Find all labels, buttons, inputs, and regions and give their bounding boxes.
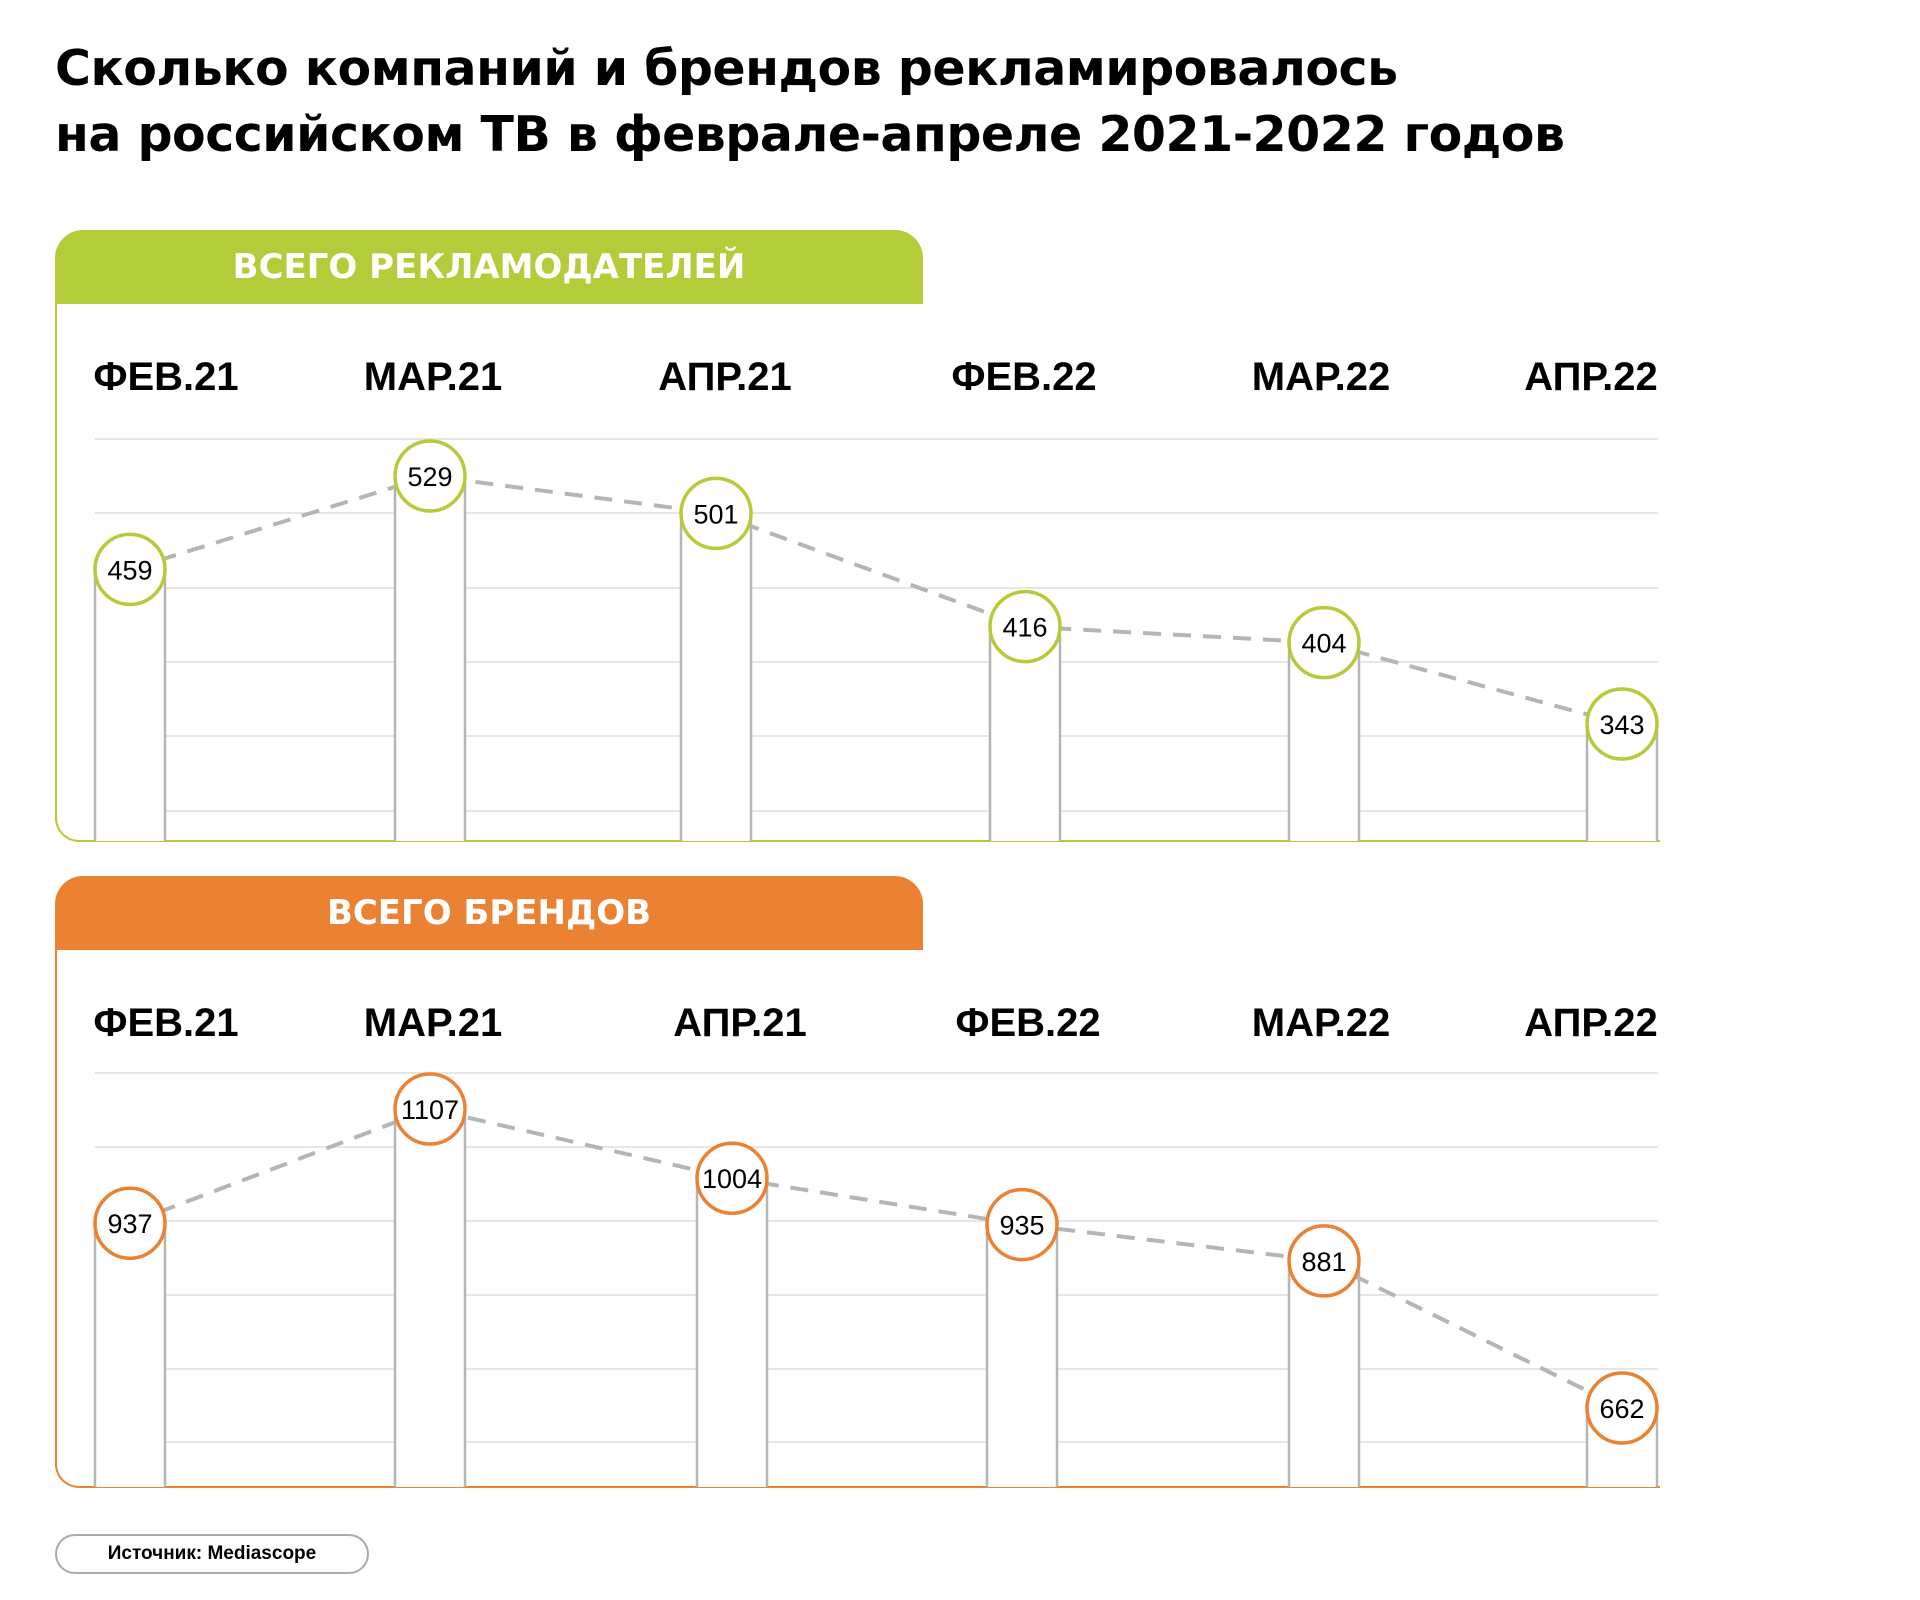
month-label: ФЕВ.22 [951,355,1096,399]
advertisers-header: ВСЕГО РЕКЛАМОДАТЕЛЕЙ [55,230,923,304]
brands-panel [55,950,1660,1488]
data-label: 662 [1599,1394,1644,1424]
month-label: АПР.22 [1524,1001,1657,1045]
value-marker [93,1186,167,1260]
data-label: 935 [999,1211,1044,1241]
value-marker [695,1141,769,1215]
data-label: 501 [693,499,738,529]
title-line-1: Сколько компаний и брендов рекламировало… [55,40,1398,97]
data-label: 529 [407,462,452,492]
month-label: АПР.21 [673,1001,806,1045]
value-marker [393,439,467,513]
value-marker [988,589,1062,664]
month-label: МАР.21 [364,355,503,399]
value-marker [93,532,167,607]
value-marker [1585,687,1659,761]
month-label: АПР.22 [1524,355,1657,399]
value-marker [1287,605,1361,680]
data-label: 937 [107,1209,152,1239]
month-label: АПР.21 [658,355,791,399]
month-label: ФЕВ.22 [955,1001,1100,1045]
trend-line [129,473,1623,726]
value-marker [393,1072,467,1146]
value-marker [1287,1224,1361,1298]
data-label: 459 [107,555,152,585]
brands-header: ВСЕГО БРЕНДОВ [55,876,923,950]
data-label: 881 [1301,1247,1346,1277]
value-marker [679,476,753,551]
data-label: 1004 [702,1164,762,1194]
title-line-2: на российском ТВ в феврале-апреле 2021-2… [55,106,1565,163]
advertisers-panel [55,304,1660,842]
data-label: 1107 [401,1095,459,1125]
data-label: 404 [1301,629,1346,659]
source-badge: Источник: Mediascope [55,1534,369,1574]
trend-line [129,1106,1623,1410]
month-label: ФЕВ.21 [93,1001,238,1045]
month-label: ФЕВ.21 [93,355,238,399]
month-label: МАР.22 [1252,1001,1391,1045]
page-title: Сколько компаний и брендов рекламировало… [55,36,1565,168]
value-marker [1585,1371,1659,1445]
data-label: 343 [1599,710,1644,740]
month-label: МАР.21 [364,1001,503,1045]
data-label: 416 [1002,613,1047,643]
value-marker [985,1187,1059,1262]
month-label: МАР.22 [1252,355,1391,399]
